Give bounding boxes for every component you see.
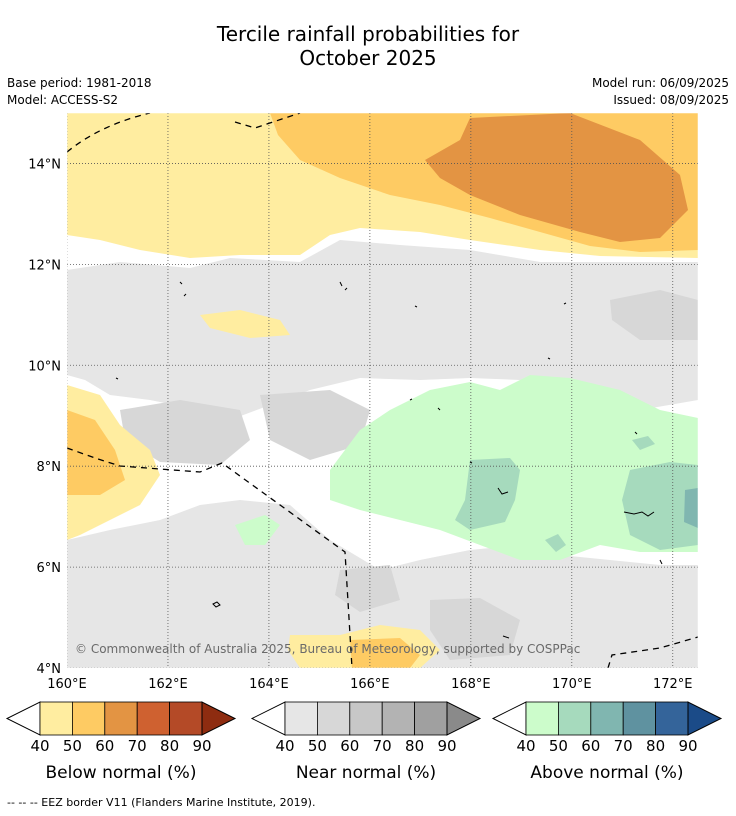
near-normal-patch-50-b [260, 390, 370, 460]
colorbar-tick: 40 [30, 737, 49, 755]
y-tick-labels: 4°N 6°N 8°N 10°N 12°N 14°N [28, 157, 61, 677]
colorbar-tick: 50 [63, 737, 82, 755]
colorbar-extend-high [446, 701, 482, 736]
colorbar-swatch [72, 701, 106, 736]
model-name: Model: ACCESS-S2 [7, 93, 119, 107]
near-normal-patch-50-e [610, 290, 698, 340]
colorbar-swatch [622, 701, 657, 736]
colorbar-swatch [558, 701, 592, 736]
near-normal-patch-50-a [120, 400, 250, 465]
colorbar-extend-low [491, 701, 527, 736]
title-line-1: Tercile rainfall probabilities for [216, 22, 520, 46]
eez-border-west [67, 447, 353, 668]
y-tick-label: 4°N [37, 662, 62, 677]
x-tick-label: 160°E [47, 677, 87, 692]
y-tick-label: 12°N [28, 258, 61, 273]
colorbar-swatch [104, 701, 138, 736]
colorbar-tick: 70 [373, 737, 392, 755]
colorbar-swatch [169, 701, 203, 736]
colorbar-swatch [414, 701, 448, 736]
colorbar-tick: 60 [581, 737, 600, 755]
island-marks [115, 281, 663, 639]
colorbar-extend-low [5, 701, 41, 736]
below-normal-patch-south-50 [350, 638, 420, 668]
colorbar-label: Below normal (%) [46, 763, 197, 783]
below-normal-patch-center [200, 310, 290, 338]
colorbar-tick: 70 [614, 737, 633, 755]
x-tick-label: 168°E [451, 677, 491, 692]
near-normal-patch-50-d [430, 598, 520, 660]
colorbar-extend-high [201, 701, 237, 736]
y-tick-label: 10°N [28, 359, 61, 374]
colorbar-tick: 90 [437, 737, 456, 755]
eez-border-north [67, 113, 301, 153]
above-normal-region-far-east-60 [684, 488, 698, 528]
colorbar-below: 40 50 60 70 80 90 Below normal (%) [5, 701, 237, 783]
colorbar-tick: 80 [160, 737, 179, 755]
base-period: Base period: 1981-2018 [7, 76, 152, 90]
colorbar-swatch [284, 701, 318, 736]
island-1 [179, 281, 348, 297]
footnote: -- -- -- EEZ border V11 (Flanders Marine… [7, 796, 316, 809]
colorbar-tick: 60 [340, 737, 359, 755]
near-normal-patch-50-f [335, 565, 400, 612]
island-3 [497, 487, 655, 517]
eez-border-southeast [607, 636, 698, 668]
title-line-2: October 2025 [299, 46, 437, 70]
below-normal-region-north-60 [425, 113, 688, 242]
colorbar-swatch [525, 701, 559, 736]
chart-title: Tercile rainfall probabilities for Octob… [0, 22, 736, 70]
colorbar-swatch [655, 701, 689, 736]
colorbar-swatch [316, 701, 351, 736]
colorbar-tick: 40 [275, 737, 294, 755]
copyright-text: © Commonwealth of Australia 2025, Bureau… [75, 642, 580, 656]
colorbar-extend-low [250, 701, 286, 736]
colorbar-tick: 80 [646, 737, 665, 755]
colorbar-label: Above normal (%) [530, 763, 683, 783]
colorbar-tick: 40 [516, 737, 535, 755]
colorbar-swatch [590, 701, 624, 736]
x-tick-label: 162°E [148, 677, 188, 692]
issued-date: Issued: 08/09/2025 [613, 93, 729, 107]
x-tick-labels: 160°E 162°E 164°E 166°E 168°E 170°E 172°E [47, 677, 692, 692]
colorbar-swatch [349, 701, 383, 736]
above-normal-patch-small-50 [545, 534, 566, 552]
above-normal-patch-small-50b [632, 436, 655, 450]
colorbar-tick: 80 [405, 737, 424, 755]
above-normal-patch-west-40 [235, 515, 280, 545]
x-tick-label: 172°E [653, 677, 693, 692]
colorbars: 40 50 60 70 80 90 Below normal (%) 40 50 60 70 80 90… [5, 701, 723, 783]
above-normal-region-far-east-50 [622, 462, 698, 550]
island-2 [409, 302, 567, 401]
x-tick-label: 166°E [350, 677, 390, 692]
colorbar-swatch [39, 701, 73, 736]
colorbar-swatch [381, 701, 416, 736]
below-normal-region-west-50 [67, 410, 125, 495]
colorbar-swatch [136, 701, 170, 736]
colorbar-tick: 60 [95, 737, 114, 755]
island-5 [115, 377, 638, 464]
model-run: Model run: 06/09/2025 [591, 76, 729, 90]
above-normal-region-east-50 [455, 458, 520, 530]
y-tick-label: 6°N [37, 561, 62, 576]
colorbar-tick: 70 [128, 737, 147, 755]
grid-lines [67, 113, 698, 668]
colorbar-tick: 50 [308, 737, 327, 755]
y-tick-label: 8°N [37, 460, 62, 475]
colorbar-tick: 90 [678, 737, 697, 755]
x-tick-label: 164°E [249, 677, 289, 692]
near-normal-region-north [67, 240, 698, 420]
colorbar-tick: 50 [549, 737, 568, 755]
colorbar-above: 40 50 60 70 80 90 Above normal (%) [491, 701, 723, 783]
map-frame [66, 112, 699, 669]
island-4 [212, 559, 663, 639]
eez-borders [67, 113, 698, 668]
y-tick-label: 14°N [28, 157, 61, 172]
colorbar-label: Near normal (%) [296, 763, 436, 783]
colorbar-tick: 90 [192, 737, 211, 755]
x-tick-label: 170°E [552, 677, 592, 692]
colorbar-extend-high [687, 701, 723, 736]
